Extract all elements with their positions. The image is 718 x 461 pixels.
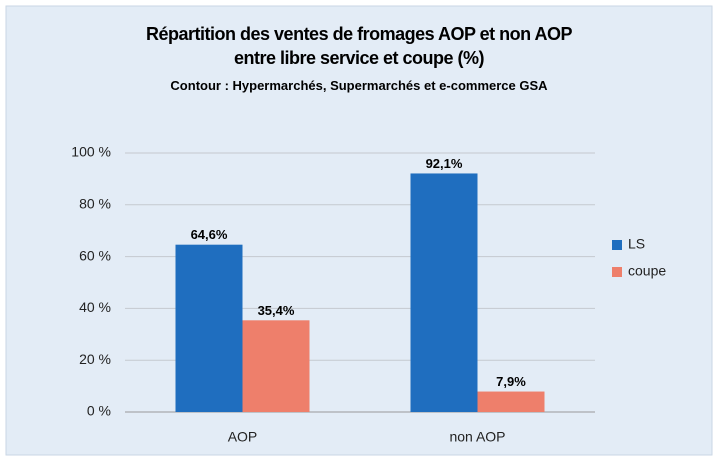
- value-label: 92,1%: [426, 156, 463, 171]
- y-tick-label: 80 %: [79, 196, 111, 212]
- value-label: 64,6%: [191, 227, 228, 242]
- y-tick-label: 60 %: [79, 247, 111, 263]
- y-tick-label: 40 %: [79, 299, 111, 315]
- legend-label: coupe: [628, 263, 666, 279]
- y-tick-label: 0 %: [87, 403, 111, 419]
- y-tick-label: 20 %: [79, 351, 111, 367]
- y-tick-label: 100 %: [71, 144, 111, 160]
- value-label: 7,9%: [496, 374, 526, 389]
- bar: [242, 320, 310, 412]
- legend-swatch: [612, 267, 622, 277]
- x-tick-label: non AOP: [449, 429, 505, 445]
- value-label: 35,4%: [258, 303, 295, 318]
- background: [5, 5, 713, 456]
- bar: [410, 173, 478, 412]
- x-tick-label: AOP: [228, 429, 258, 445]
- chart-subtitle: Contour : Hypermarchés, Supermarchés et …: [170, 78, 548, 93]
- legend-swatch: [612, 240, 622, 250]
- bar: [175, 244, 243, 412]
- legend-label: LS: [628, 236, 645, 252]
- chart-title: Répartition des ventes de fromages AOP e…: [146, 24, 572, 68]
- bar: [477, 391, 545, 412]
